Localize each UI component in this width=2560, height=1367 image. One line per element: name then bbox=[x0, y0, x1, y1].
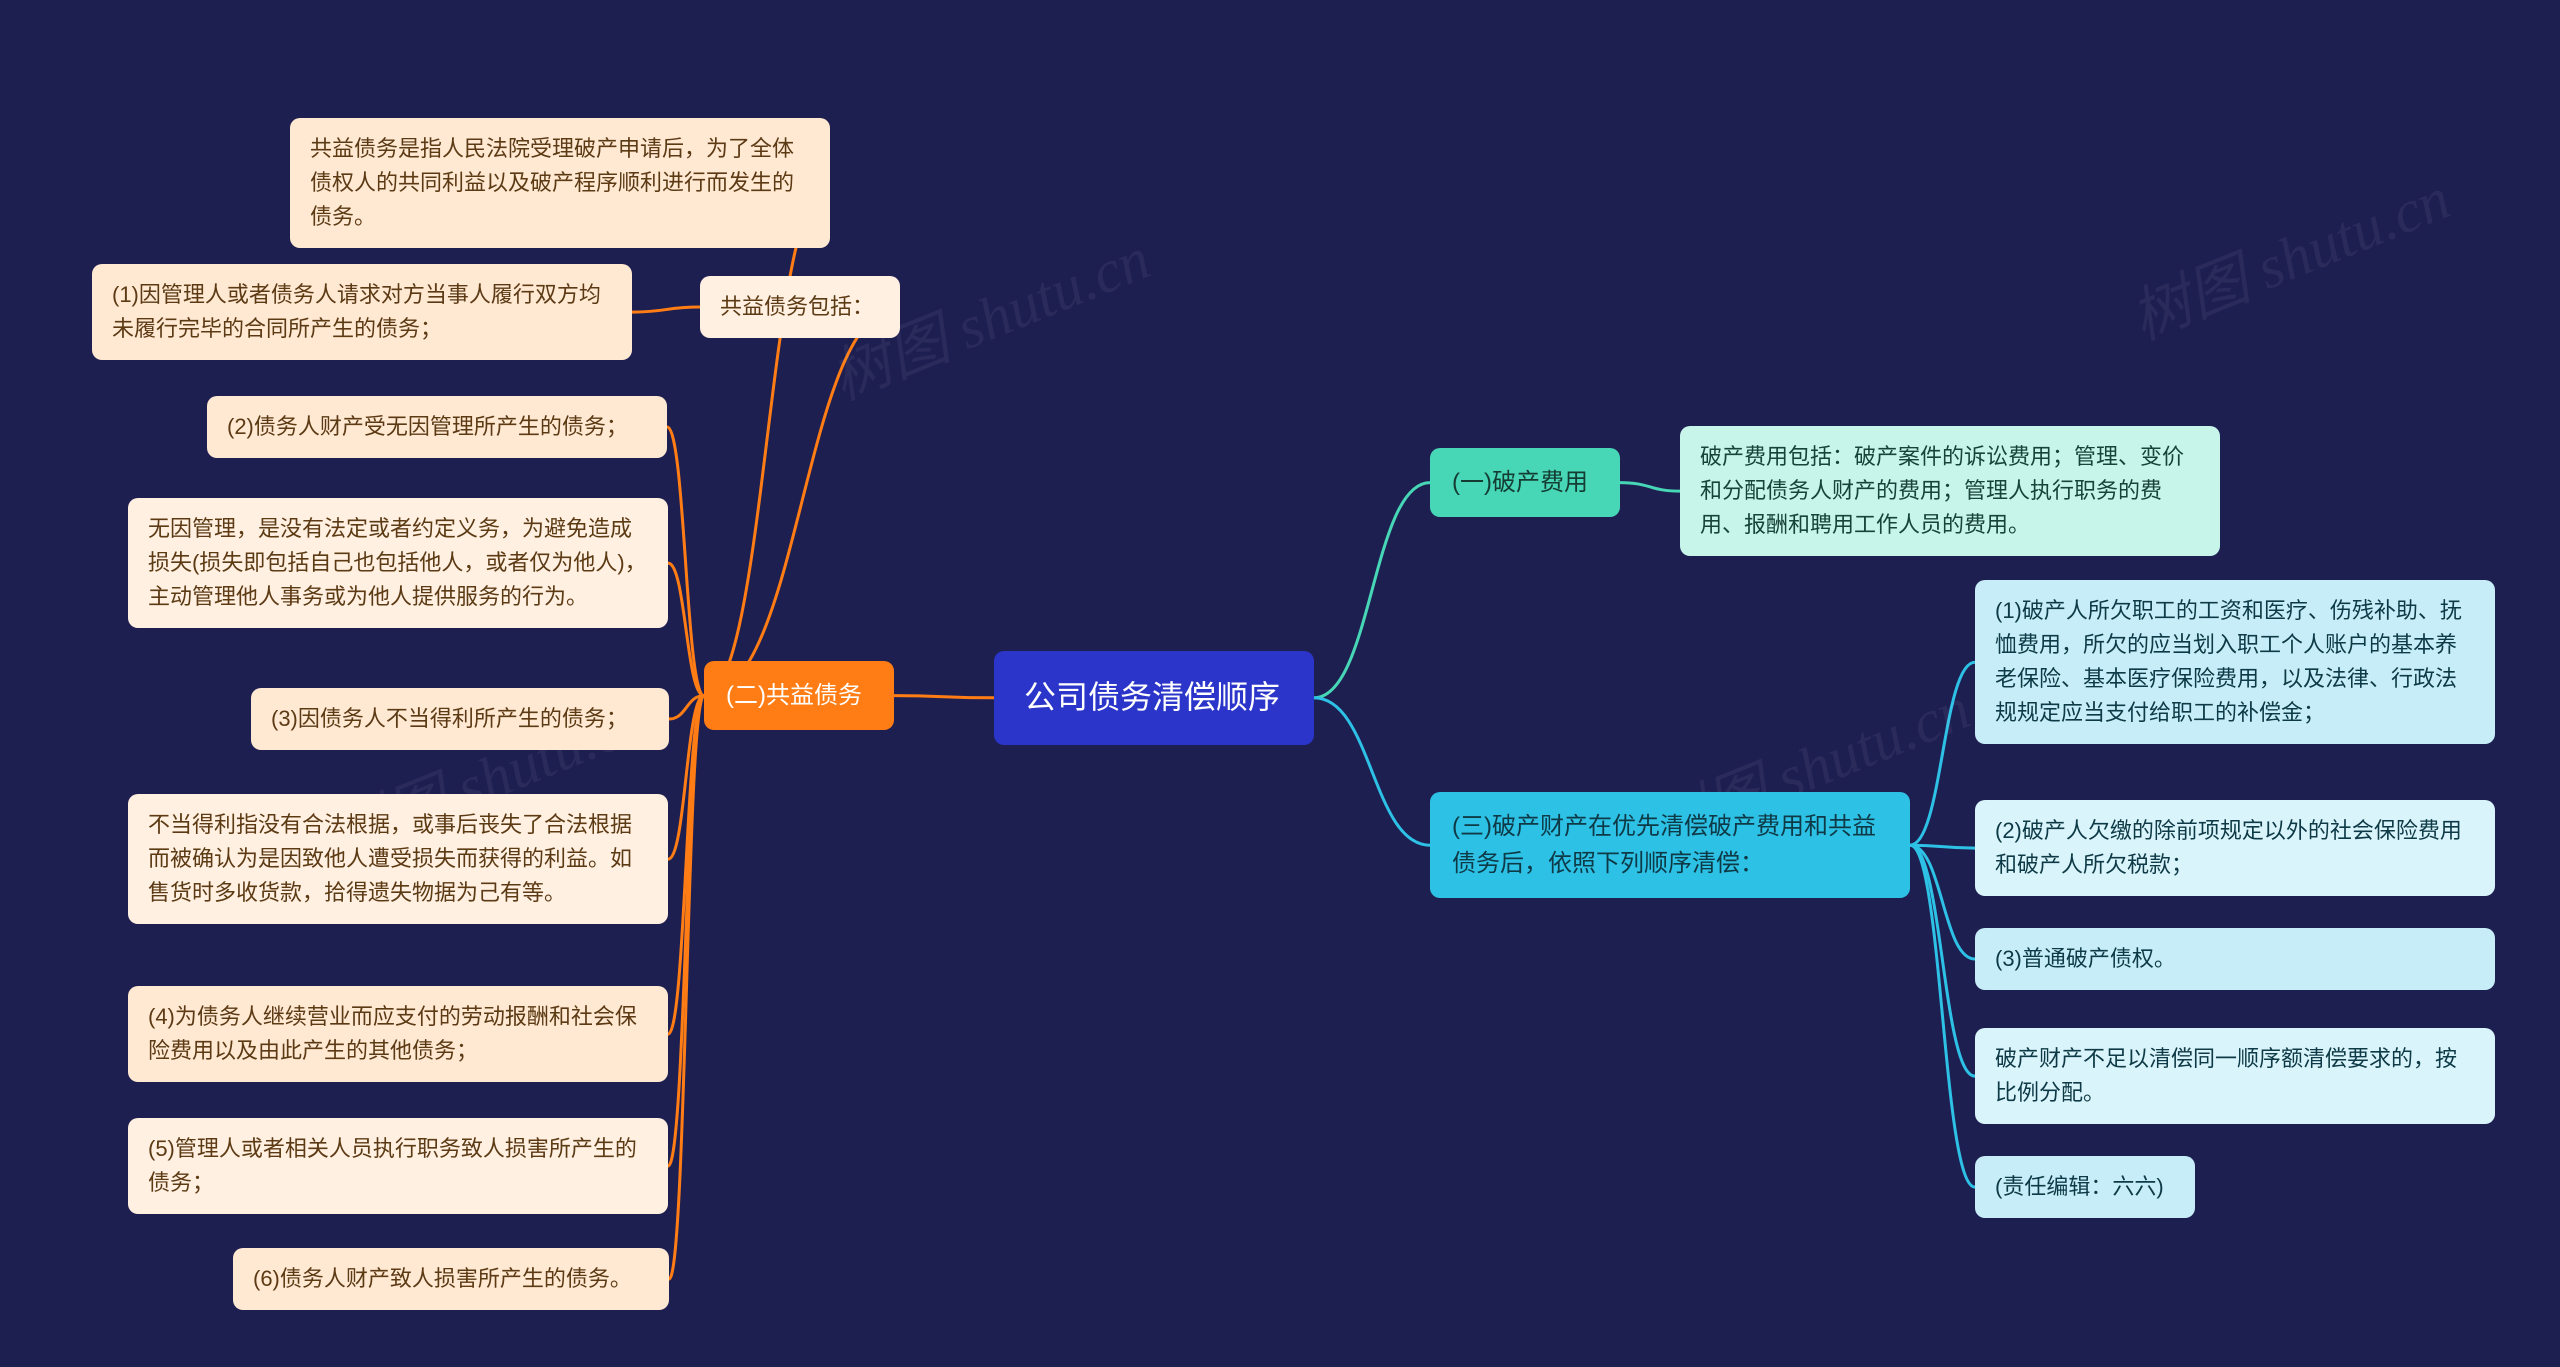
branch-2-leaf-6[interactable]: 不当得利指没有合法根据，或事后丧失了合法根据而被确认为是因致他人遭受损失而获得的… bbox=[128, 794, 668, 924]
branch-1-leaf-1[interactable]: 破产费用包括：破产案件的诉讼费用；管理、变价和分配债务人财产的费用；管理人执行职… bbox=[1680, 426, 2220, 556]
branch-2-leaf-3[interactable]: (2)债务人财产受无因管理所产生的债务； bbox=[207, 396, 667, 458]
branch-2-leaf-8[interactable]: (5)管理人或者相关人员执行职务致人损害所产生的债务； bbox=[128, 1118, 668, 1214]
root-node[interactable]: 公司债务清偿顺序 bbox=[994, 651, 1314, 745]
branch-3[interactable]: (三)破产财产在优先清偿破产费用和共益债务后，依照下列顺序清偿： bbox=[1430, 792, 1910, 898]
branch-2-leaf-7[interactable]: (4)为债务人继续营业而应支付的劳动报酬和社会保险费用以及由此产生的其他债务； bbox=[128, 986, 668, 1082]
branch-1[interactable]: (一)破产费用 bbox=[1430, 448, 1620, 517]
branch-2-leaf-5[interactable]: (3)因债务人不当得利所产生的债务； bbox=[251, 688, 669, 750]
branch-3-leaf-5[interactable]: (责任编辑：六六) bbox=[1975, 1156, 2195, 1218]
branch-3-leaf-2[interactable]: (2)破产人欠缴的除前项规定以外的社会保险费用和破产人所欠税款； bbox=[1975, 800, 2495, 896]
branch-2-leaf-2-sub[interactable]: (1)因管理人或者债务人请求对方当事人履行双方均未履行完毕的合同所产生的债务； bbox=[92, 264, 632, 360]
branch-2-leaf-2[interactable]: 共益债务包括： bbox=[700, 276, 900, 338]
branch-2-leaf-4[interactable]: 无因管理，是没有法定或者约定义务，为避免造成损失(损失即包括自己也包括他人，或者… bbox=[128, 498, 668, 628]
branch-3-leaf-4[interactable]: 破产财产不足以清偿同一顺序额清偿要求的，按比例分配。 bbox=[1975, 1028, 2495, 1124]
branch-3-leaf-3[interactable]: (3)普通破产债权。 bbox=[1975, 928, 2495, 990]
branch-2[interactable]: (二)共益债务 bbox=[704, 661, 894, 730]
watermark: 树图 shutu.cn bbox=[2116, 150, 2461, 357]
branch-2-leaf-1[interactable]: 共益债务是指人民法院受理破产申请后，为了全体债权人的共同利益以及破产程序顺利进行… bbox=[290, 118, 830, 248]
branch-2-leaf-9[interactable]: (6)债务人财产致人损害所产生的债务。 bbox=[233, 1248, 669, 1310]
branch-3-leaf-1[interactable]: (1)破产人所欠职工的工资和医疗、伤残补助、抚恤费用，所欠的应当划入职工个人账户… bbox=[1975, 580, 2495, 744]
